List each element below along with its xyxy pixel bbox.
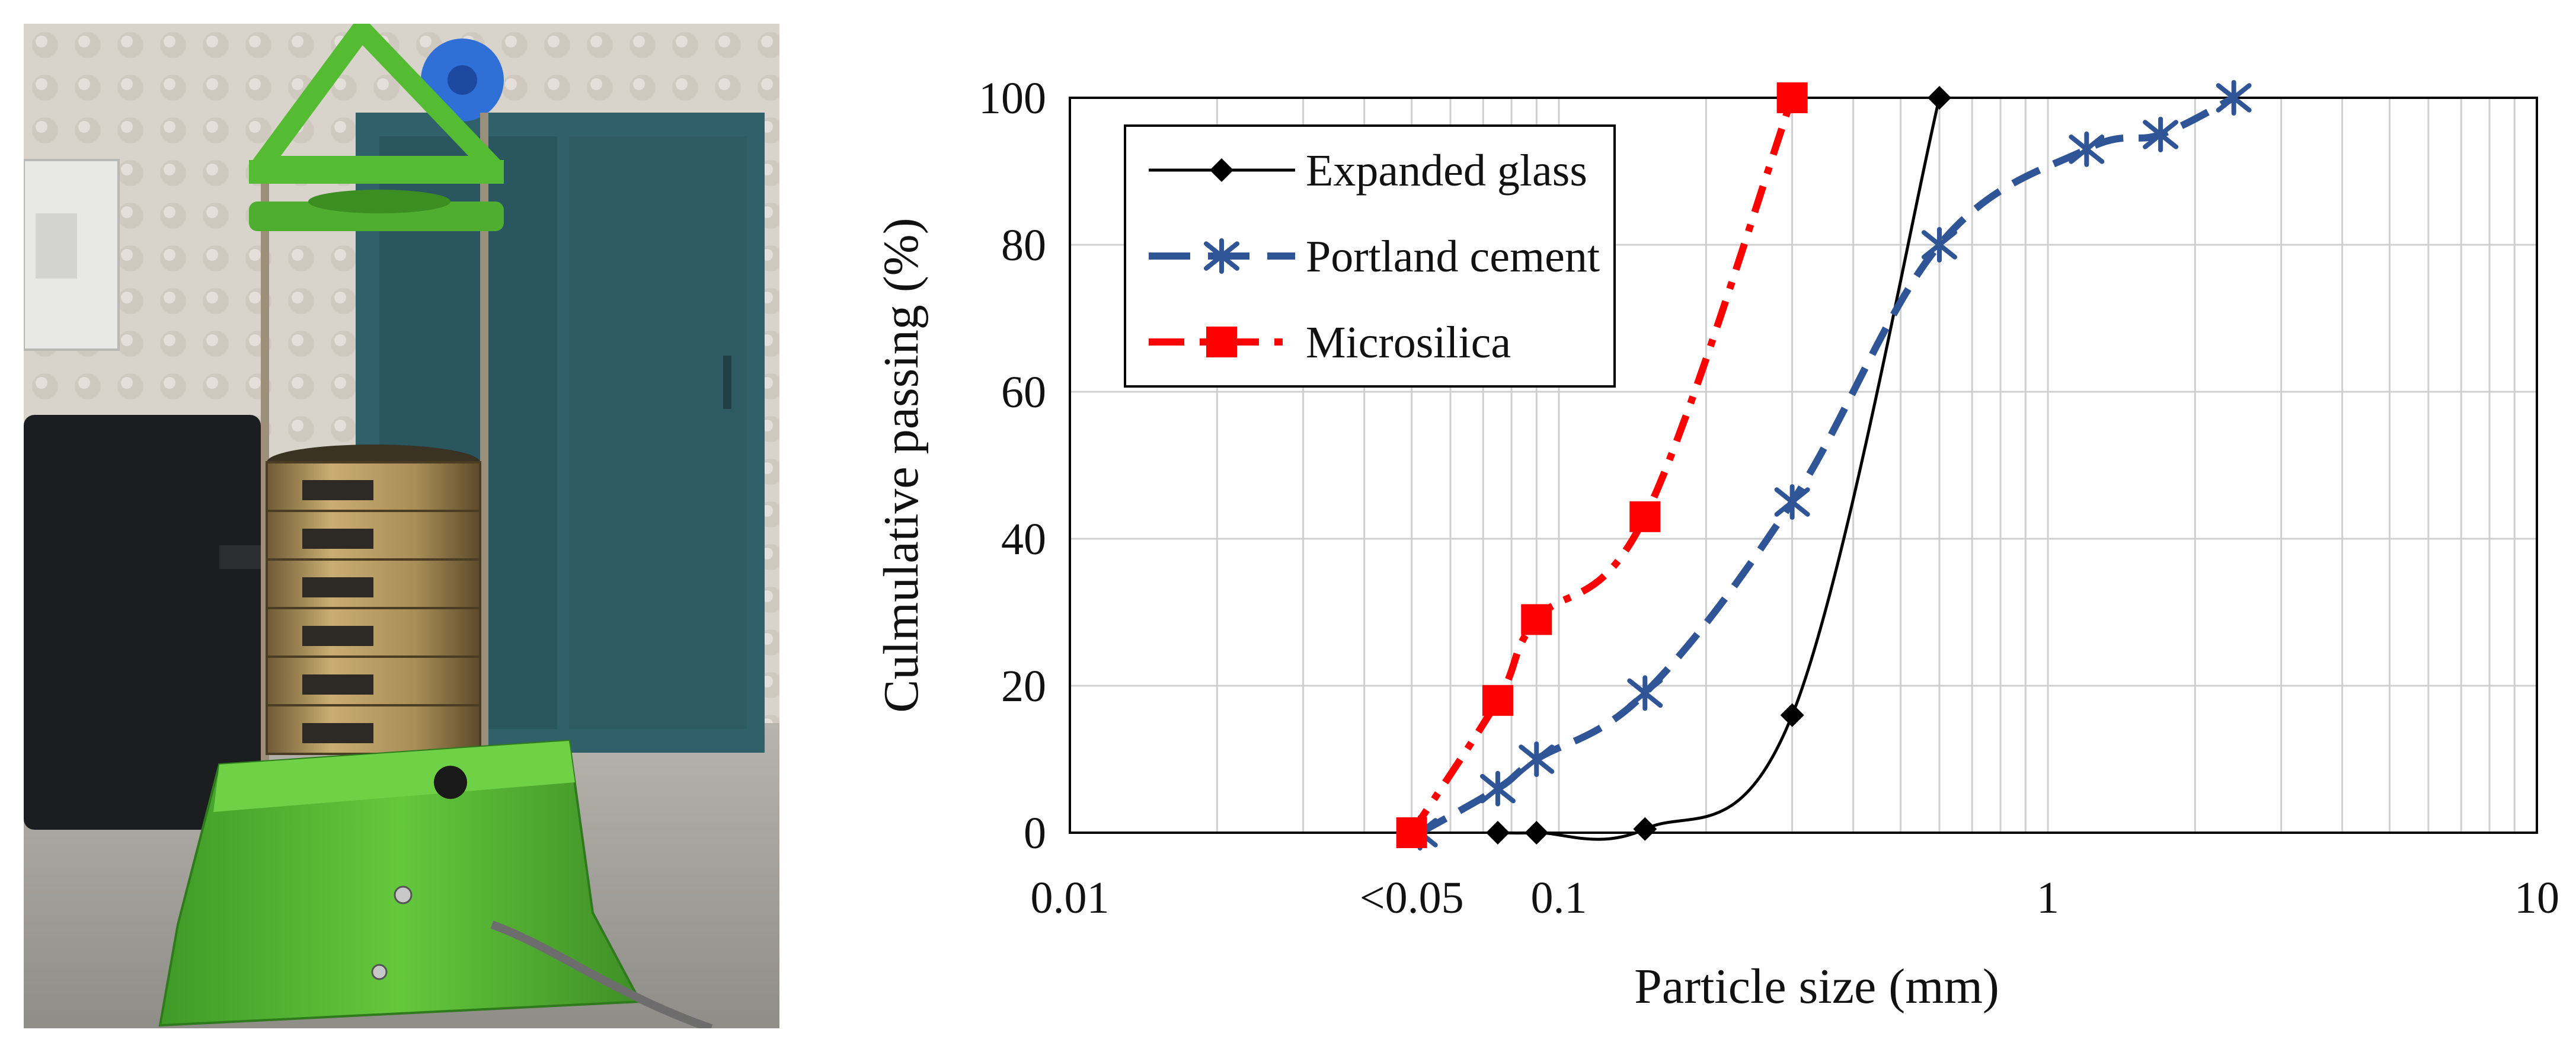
chart-series-layer	[1396, 80, 2252, 850]
photo-black-case	[24, 415, 261, 830]
data-point-marker	[2069, 131, 2105, 167]
data-point-marker	[2216, 80, 2252, 116]
legend-label: Microsilica	[1306, 318, 1511, 367]
x-tick-label: 0.1	[1531, 873, 1587, 923]
legend-label: Expanded glass	[1306, 146, 1587, 196]
data-point-marker	[1927, 86, 1951, 110]
y-tick-label: 80	[1001, 220, 1046, 270]
sieve-shaker-photo	[24, 24, 779, 1028]
data-point-marker	[1633, 817, 1657, 841]
series-microsilica	[1396, 82, 1808, 848]
legend-marker	[1206, 327, 1237, 357]
legend-label: Portland cement	[1306, 232, 1600, 282]
series-expanded-glass	[1485, 86, 1951, 845]
y-tick-label: 100	[979, 73, 1046, 123]
data-point-marker	[1521, 604, 1552, 635]
photo-shaker-rod-right	[480, 113, 488, 765]
x-tick-label: 0.01	[1031, 873, 1110, 923]
x-tick-label: 10	[2514, 873, 2559, 923]
data-point-marker	[1524, 821, 1549, 845]
y-tick-label: 20	[1001, 661, 1046, 711]
data-point-marker	[1396, 817, 1427, 848]
legend-entry: Microsilica	[1149, 318, 1511, 367]
chart-x-axis-label: Particle size (mm)	[1634, 959, 1999, 1014]
chart-y-axis-label: Culmulative passing (%)	[874, 218, 929, 712]
data-point-marker	[1921, 227, 1957, 263]
y-tick-label: 60	[1001, 367, 1046, 417]
chart-legend: Expanded glass Portland cement Microsilica	[1124, 124, 1616, 388]
data-point-marker	[1479, 770, 1516, 807]
data-point-marker	[1627, 675, 1663, 711]
photo-sieve-stack	[266, 445, 481, 755]
data-point-marker	[1519, 741, 1555, 777]
data-point-marker	[1485, 821, 1510, 845]
x-tick-label: 1	[2037, 873, 2059, 923]
data-point-marker	[1629, 501, 1661, 532]
data-point-marker	[1482, 685, 1513, 716]
photo-power-cable	[490, 920, 713, 1028]
y-tick-label: 0	[1024, 808, 1046, 858]
data-point-marker	[2143, 117, 2179, 152]
data-point-marker	[1776, 82, 1808, 113]
legend-marker	[1210, 158, 1233, 182]
series-line	[1497, 97, 1941, 841]
data-point-marker	[1780, 703, 1804, 727]
data-point-marker	[1774, 484, 1810, 520]
y-tick-label: 40	[1001, 514, 1046, 564]
series-line	[1408, 97, 1796, 835]
photo-base-knob	[394, 885, 413, 904]
legend-entry: Portland cement	[1149, 232, 1600, 282]
legend-entry: Expanded glass	[1149, 146, 1587, 196]
x-tick-label: <0.05	[1360, 873, 1464, 923]
legend-marker	[1204, 238, 1239, 274]
